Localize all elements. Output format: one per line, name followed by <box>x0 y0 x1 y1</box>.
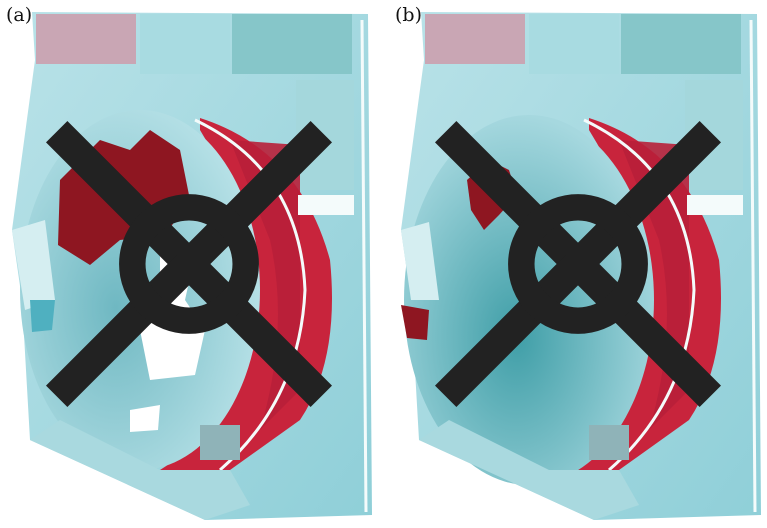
building-block <box>200 425 240 460</box>
field-top-mid <box>529 14 619 74</box>
dark-red-patch <box>401 305 429 340</box>
compass-icon <box>435 121 721 407</box>
field-top-left <box>425 14 525 64</box>
panel-label-a: (a) <box>6 4 33 26</box>
mosaic-panel-b: (b) <box>389 0 767 528</box>
mosaic-tile <box>30 300 55 332</box>
road-curve <box>194 118 307 472</box>
building-lot <box>298 195 354 215</box>
mosaic-gap <box>130 405 160 432</box>
building-lot <box>687 195 743 215</box>
compass-icon <box>46 121 332 407</box>
field-top-right <box>232 14 352 74</box>
road-east <box>360 19 368 513</box>
mosaic-tile <box>12 220 55 310</box>
field-bottom <box>419 420 639 520</box>
panel-label-b: (b) <box>395 4 422 26</box>
road-curve <box>583 118 696 472</box>
field-top-right <box>621 14 741 74</box>
mosaic-panel-a: (a) <box>0 0 378 528</box>
road-east <box>749 19 757 513</box>
mosaic-tile <box>401 222 439 300</box>
field-top-mid <box>140 14 230 74</box>
building-block <box>589 425 629 460</box>
field-top-left <box>36 14 136 64</box>
field-bottom <box>30 420 250 520</box>
